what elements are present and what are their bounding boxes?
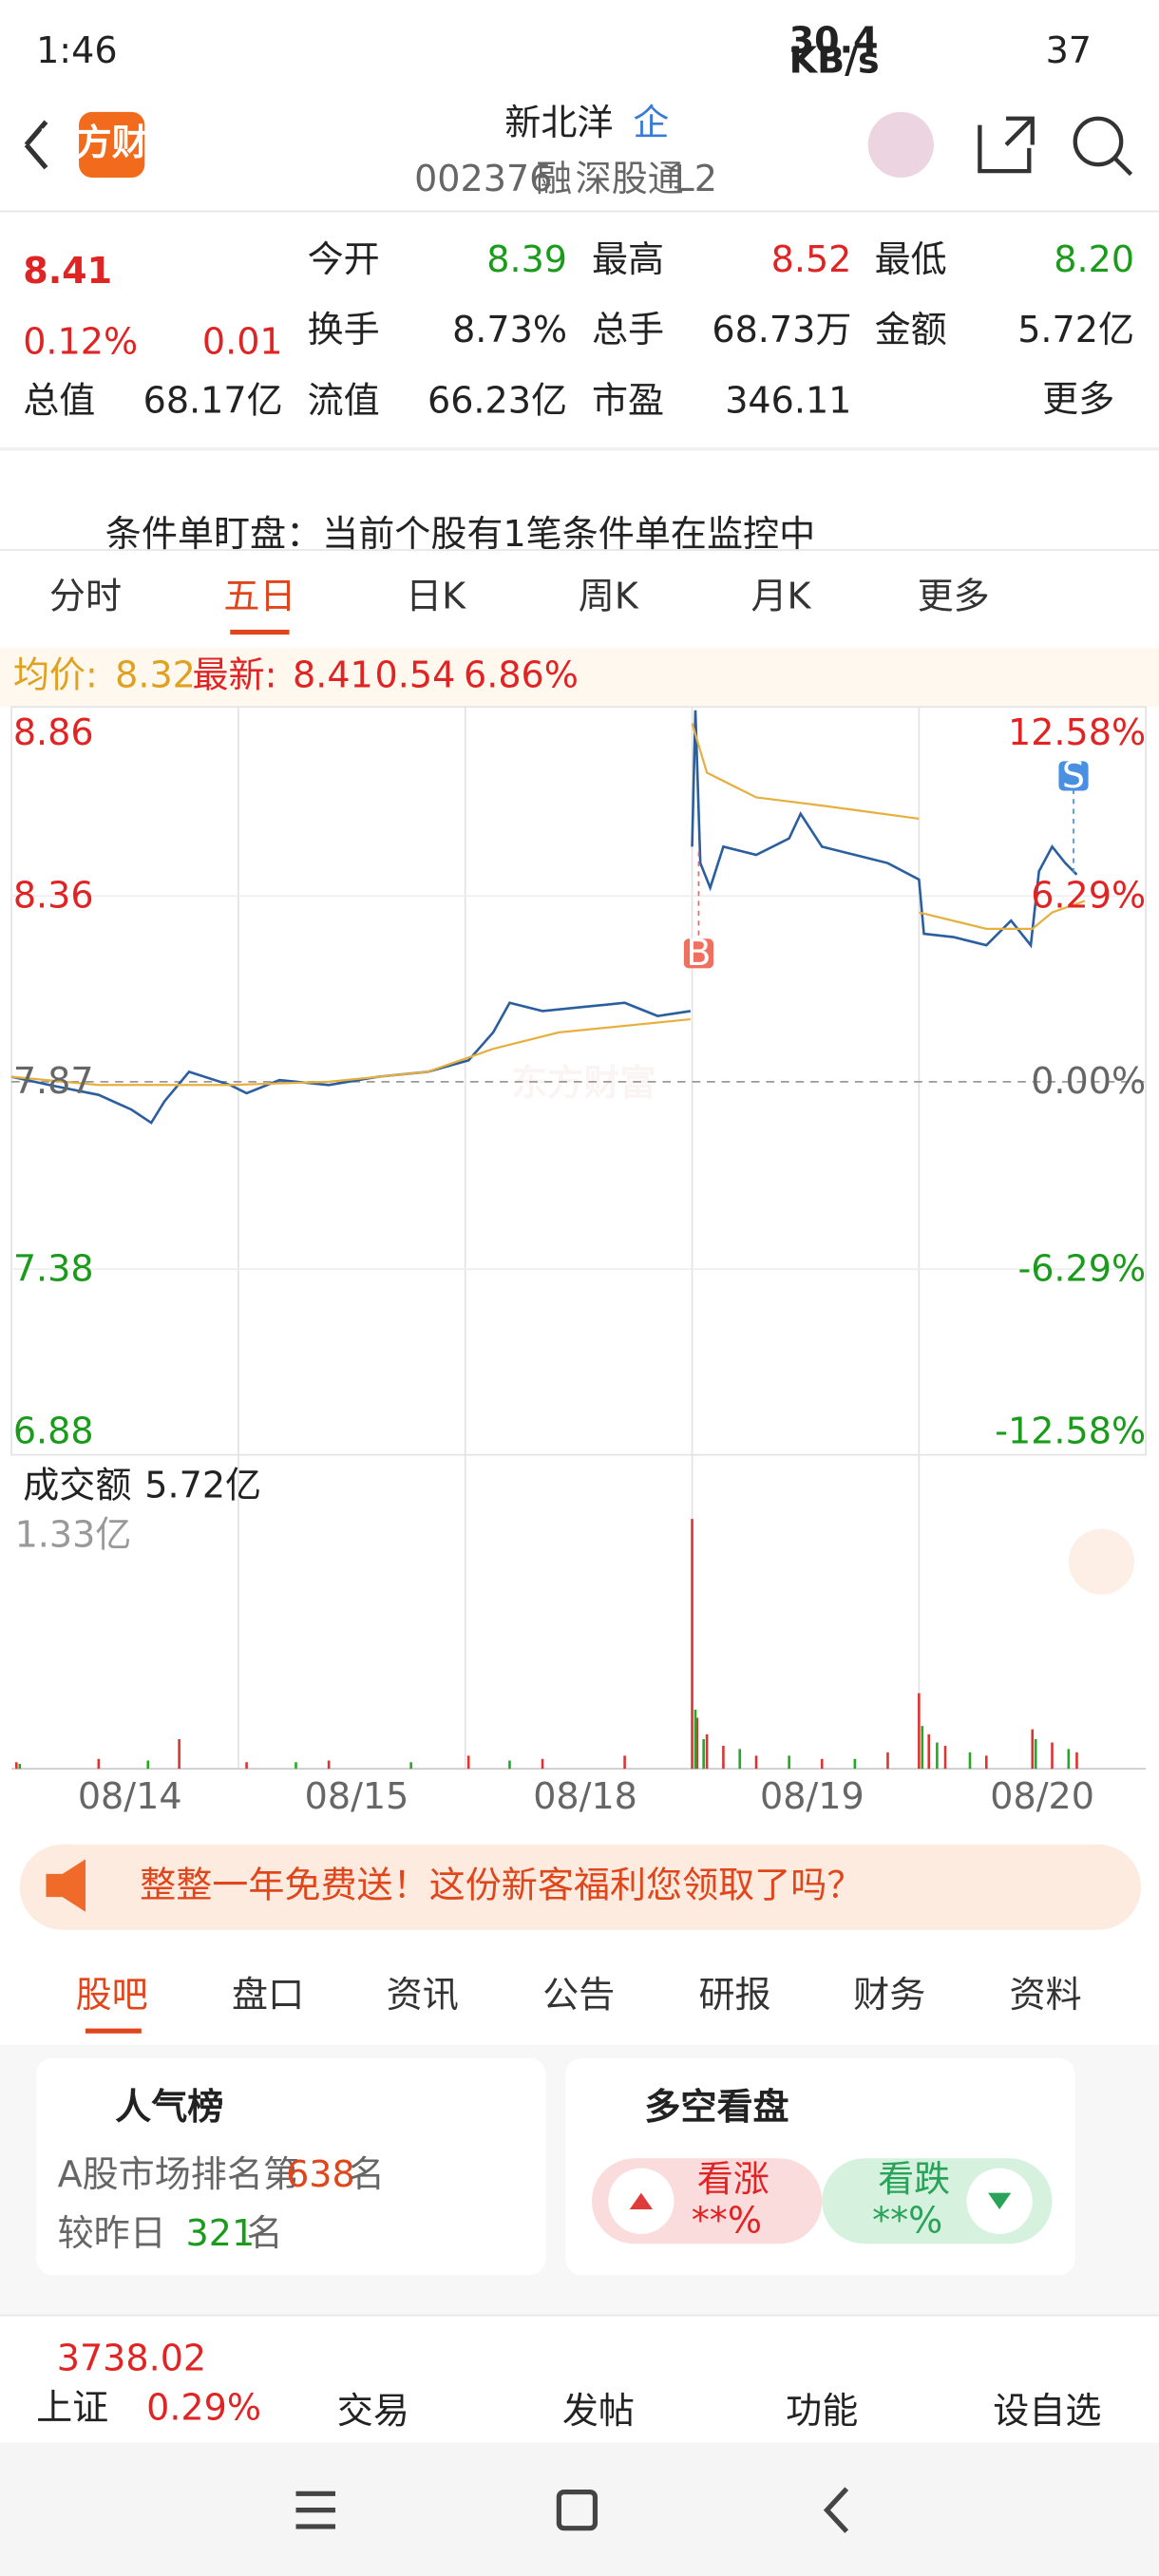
date-label: 08/18 [533, 1775, 637, 1817]
chart-tab[interactable]: 五日 [223, 576, 295, 617]
field-value: 68.17亿 [143, 380, 283, 422]
tag: 融 [536, 158, 572, 199]
field-value: 66.23亿 [428, 380, 567, 422]
volume-max: 1.33亿 [15, 1514, 132, 1556]
field-label: 总值 [23, 380, 95, 422]
section-tab[interactable]: 资料 [1010, 1974, 1082, 2016]
chart-tab[interactable]: 周K [579, 576, 639, 617]
field-label: 今开 [308, 238, 380, 280]
net-speed: 30.4 [789, 20, 879, 62]
index-pct: 0.29% [146, 2387, 261, 2429]
net-unit: KB/s [789, 39, 880, 81]
price-chart [10, 706, 1148, 1771]
sell-marker: S [1062, 754, 1085, 796]
section-tab[interactable]: 资讯 [387, 1974, 459, 2016]
right-axis-label: 6.29% [1031, 875, 1146, 917]
chart-tab[interactable]: 分时 [49, 576, 122, 617]
down-value: **% [872, 2199, 942, 2241]
watermark: 东方财富 [511, 1062, 656, 1104]
battery: 37 [1046, 29, 1092, 71]
nav-item[interactable]: 交易 [337, 2390, 409, 2432]
rank-suffix: 名 [349, 2153, 385, 2195]
field-label: 金额 [875, 309, 947, 350]
section-tab[interactable]: 股吧 [76, 1974, 148, 2016]
field-value: 8.39 [486, 238, 567, 280]
field-label: 最高 [592, 238, 664, 280]
avg: 8.32 [115, 654, 196, 696]
field-label: 最低 [875, 238, 947, 280]
section-tab[interactable]: 研报 [698, 1974, 770, 2016]
info-change: 0.54 [375, 654, 456, 696]
last-label: 最新: [192, 654, 276, 696]
info-pct: 6.86% [464, 654, 579, 696]
pct: 0.12% [23, 320, 138, 362]
left-axis-label: 7.87 [13, 1060, 94, 1102]
stock-code: 002376 [414, 158, 552, 199]
date-label: 08/20 [990, 1775, 1094, 1817]
chart-tab[interactable]: 月K [750, 576, 811, 617]
left-axis-label: 6.88 [13, 1411, 94, 1452]
up-value: **% [692, 2199, 762, 2241]
delta-suffix: 名 [247, 2212, 283, 2254]
right-axis-label: -6.29% [1017, 1247, 1146, 1289]
chart-tab[interactable]: 更多 [918, 576, 990, 617]
banner[interactable]: 整整一年免费送！这份新客福利您领取了吗？ [140, 1864, 863, 1905]
left-axis-label: 7.38 [13, 1247, 94, 1289]
stock-name: 新北洋 [504, 102, 613, 143]
more-button[interactable]: 更多 [1042, 378, 1114, 420]
field-value: 8.52 [771, 238, 852, 280]
index-value: 3738.02 [57, 2338, 206, 2379]
volume-value: 5.72亿 [144, 1465, 261, 1506]
delta-prefix: 较昨日 [58, 2212, 166, 2254]
date-label: 08/15 [305, 1775, 409, 1817]
tag: L2 [674, 158, 717, 199]
field-value: 68.73万 [712, 309, 851, 350]
card-title: 多空看盘 [644, 2086, 788, 2128]
up-label[interactable]: 看涨 [697, 2158, 770, 2200]
notice: 条件单盯盘：当前个股有1笔条件单在监控中 [105, 513, 815, 555]
card-title[interactable]: 人气榜 [115, 2086, 223, 2128]
section-tab[interactable]: 公告 [542, 1974, 615, 2016]
nav-item[interactable]: 设自选 [993, 2390, 1101, 2432]
field-value: 5.72亿 [1017, 309, 1134, 350]
rank-prefix: A股市场排名第 [58, 2153, 299, 2195]
field-value: 8.20 [1054, 238, 1134, 280]
field-label: 总手 [592, 309, 664, 350]
chart-tab[interactable]: 日K [406, 576, 466, 617]
date-label: 08/14 [78, 1775, 182, 1817]
price: 8.41 [23, 250, 112, 292]
change: 0.01 [202, 320, 283, 362]
date-label: 08/19 [760, 1775, 864, 1817]
down-label[interactable]: 看跌 [878, 2158, 950, 2200]
right-axis-label: -12.58% [995, 1411, 1146, 1452]
buy-marker: B [686, 932, 711, 974]
index-name: 上证 [36, 2387, 108, 2429]
tag: 深股通 [576, 158, 684, 199]
delta: 321 [186, 2212, 256, 2254]
logo: 东方财富 [40, 122, 184, 163]
field-label: 市盈 [592, 380, 664, 422]
left-axis-label: 8.86 [13, 711, 94, 753]
section-tab[interactable]: 盘口 [232, 1974, 304, 2016]
rank: 638 [286, 2153, 355, 2195]
right-axis-label: 12.58% [1008, 711, 1146, 753]
badge: 企 [633, 102, 669, 143]
nav-item[interactable]: 功能 [786, 2390, 858, 2432]
avg-label: 均价: [13, 654, 98, 696]
field-value: 8.73% [452, 309, 567, 350]
section-tab[interactable]: 财务 [853, 1974, 925, 2016]
left-axis-label: 8.36 [13, 875, 94, 917]
field-label: 流值 [308, 380, 380, 422]
field-value: 346.11 [725, 380, 851, 422]
last: 8.41 [293, 654, 373, 696]
field-label: 换手 [308, 309, 380, 350]
right-axis-label: 0.00% [1031, 1060, 1146, 1102]
nav-item[interactable]: 发帖 [562, 2390, 635, 2432]
clock: 1:46 [36, 29, 117, 71]
volume-label[interactable]: 成交额 [23, 1465, 131, 1506]
